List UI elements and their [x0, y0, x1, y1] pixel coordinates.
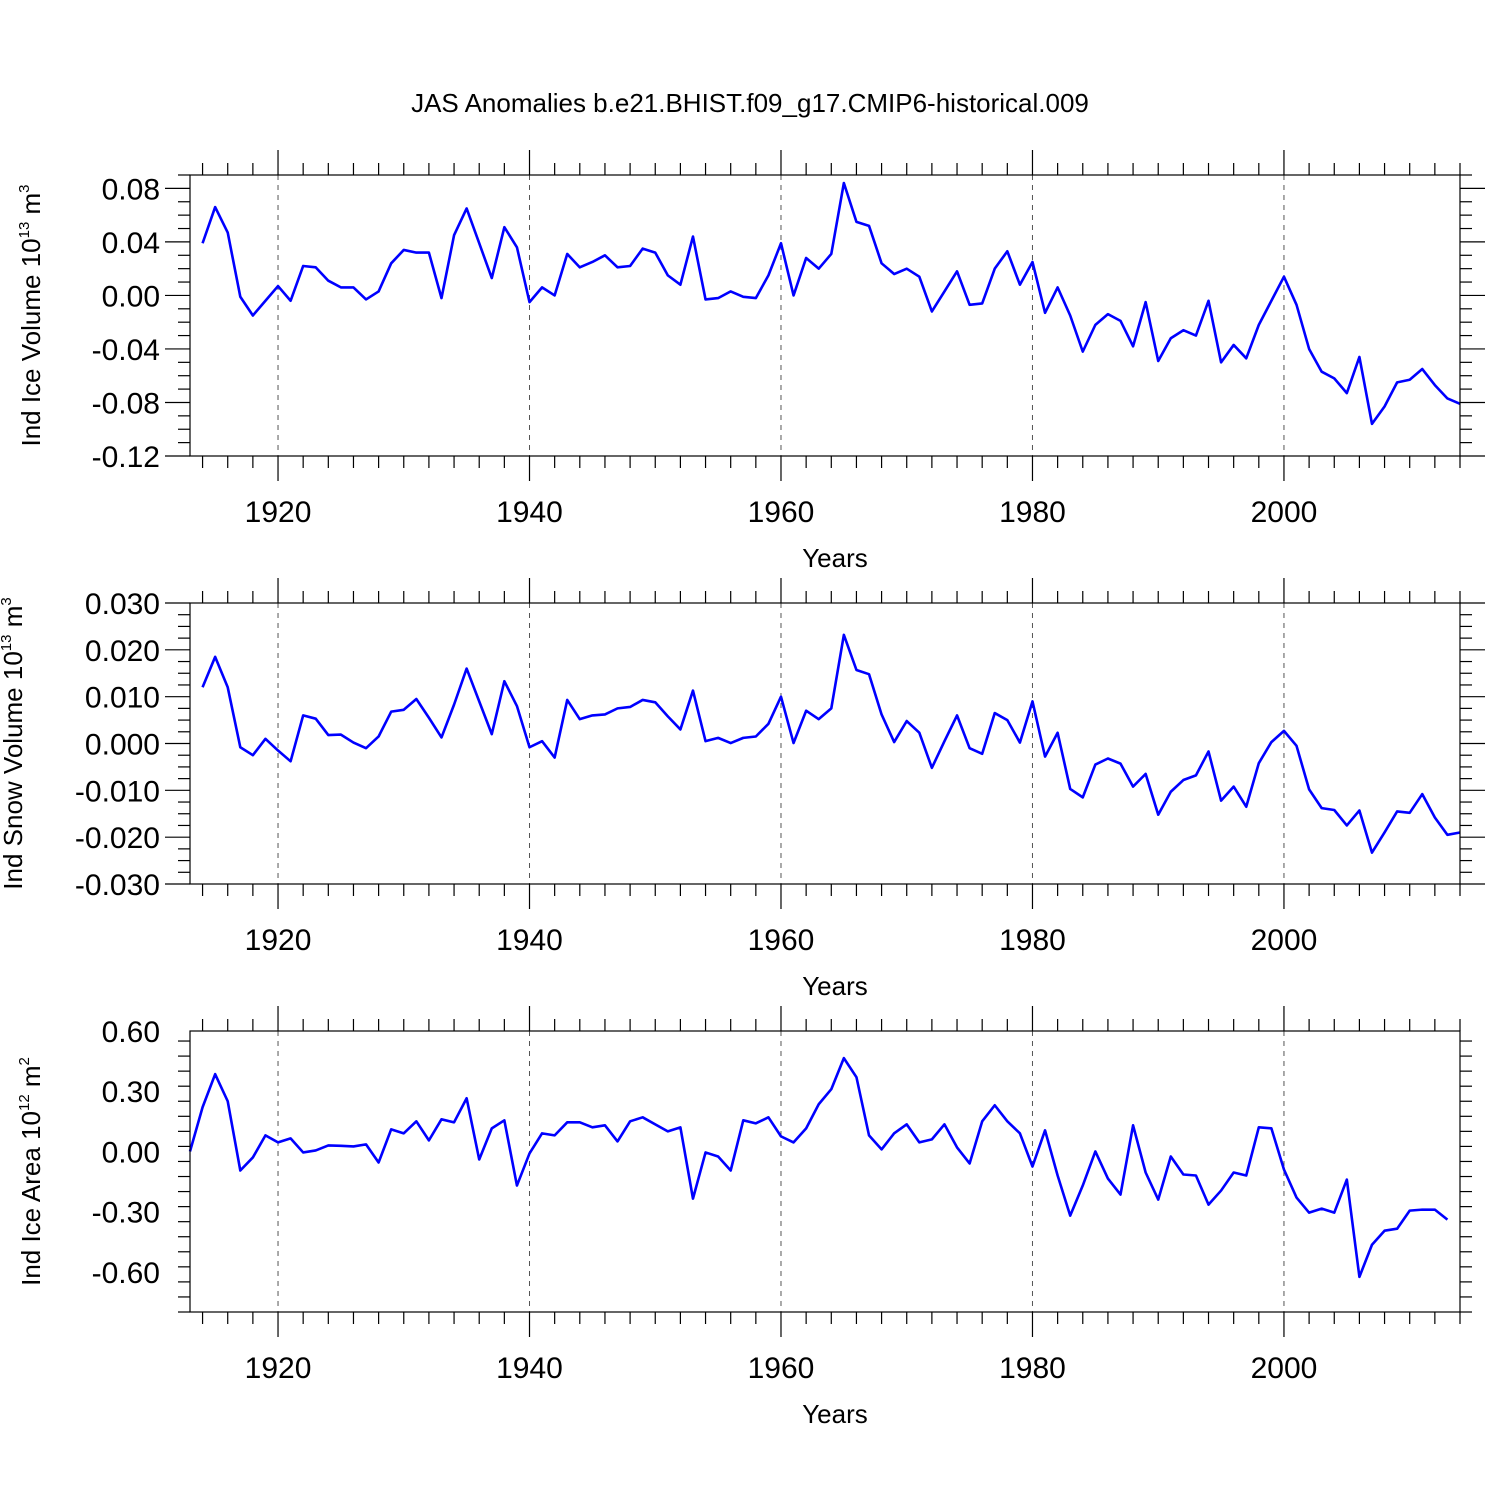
- y-axis-title-unit-sup: 2: [16, 1057, 33, 1065]
- x-axis-title: Years: [802, 543, 868, 573]
- y-tick-label: 0.00: [102, 1136, 160, 1169]
- panel-1: 1920 1940 1960 1980 2000 -0.12 -0.08 -0.04 0.00 0…: [16, 150, 1485, 573]
- y-axis-title-unit-sup: 3: [0, 597, 15, 605]
- y-tick-label: 0.020: [85, 635, 160, 668]
- panel-2: 1920 1940 1960 1980 2000 -0.030 -0.020 -0.010 0.…: [0, 578, 1485, 1001]
- y-axis-title-main: Ind Ice Area 10: [16, 1111, 46, 1286]
- x-axis-title: Years: [802, 971, 868, 1001]
- x-tick-label: 2000: [1251, 924, 1318, 957]
- series-line: [201, 181, 1461, 426]
- y-tick-label: -0.020: [75, 822, 160, 855]
- y-tick-label: 0.030: [85, 588, 160, 621]
- x-tick-label: 1980: [999, 1352, 1066, 1385]
- x-tick-label: 1940: [496, 1352, 563, 1385]
- y-axis-title-unit: m: [16, 193, 46, 222]
- y-axis-title: Ind Ice Volume 1013 m3: [16, 184, 46, 446]
- y-tick-label: 0.04: [102, 227, 160, 260]
- x-tick-label: 1920: [245, 1352, 312, 1385]
- y-tick-label: -0.04: [92, 334, 160, 367]
- y-axis-title-unit: m: [16, 1065, 46, 1094]
- x-tick-label: 1960: [748, 1352, 815, 1385]
- y-tick-label: 0.010: [85, 682, 160, 715]
- y-tick-label: -0.60: [92, 1257, 160, 1290]
- y-tick-label: -0.010: [75, 775, 160, 808]
- y-tick-label: 0.60: [102, 1016, 160, 1049]
- y-tick-label: -0.08: [92, 387, 160, 420]
- x-axis-title: Years: [802, 1399, 868, 1429]
- y-axis-title-unit: m: [0, 606, 28, 635]
- x-tick-label: 1960: [748, 496, 815, 529]
- series-line: [188, 1056, 1449, 1279]
- plot-frame: [189, 174, 1461, 457]
- y-axis-title-main: Ind Snow Volume 10: [0, 651, 28, 890]
- y-tick-label: 0.000: [85, 729, 160, 762]
- y-tick-label: -0.12: [92, 441, 160, 474]
- x-tick-label: 1920: [245, 496, 312, 529]
- x-tick-label: 1980: [999, 924, 1066, 957]
- chart-title: JAS Anomalies b.e21.BHIST.f09_g17.CMIP6-…: [411, 88, 1089, 118]
- x-tick-label: 2000: [1251, 1352, 1318, 1385]
- x-tick-label: 2000: [1251, 496, 1318, 529]
- y-axis-title: Ind Snow Volume 1013 m3: [0, 597, 28, 889]
- y-tick-label: 0.00: [102, 280, 160, 313]
- x-tick-label: 1980: [999, 496, 1066, 529]
- x-tick-label: 1940: [496, 924, 563, 957]
- y-axis-title-unit-sup: 3: [16, 184, 33, 192]
- x-tick-label: 1940: [496, 496, 563, 529]
- y-axis-title-sup: 12: [16, 1094, 33, 1111]
- y-axis-title: Ind Ice Area 1012 m2: [16, 1057, 46, 1286]
- y-axis-title-sup: 13: [0, 635, 15, 652]
- y-tick-label: -0.030: [75, 869, 160, 902]
- x-tick-label: 1920: [245, 924, 312, 957]
- y-tick-label: 0.30: [102, 1076, 160, 1109]
- series-line: [201, 633, 1461, 854]
- x-tick-label: 1960: [748, 924, 815, 957]
- panel-3: 1920 1940 1960 1980 2000 -0.60 -0.30 0.00 0.30 0.…: [16, 1006, 1472, 1429]
- y-tick-label: -0.30: [92, 1197, 160, 1230]
- plot-frame: [189, 1030, 1461, 1313]
- y-tick-label: 0.08: [102, 173, 160, 206]
- y-axis-title-sup: 13: [16, 222, 33, 239]
- y-axis-title-main: Ind Ice Volume 10: [16, 238, 46, 446]
